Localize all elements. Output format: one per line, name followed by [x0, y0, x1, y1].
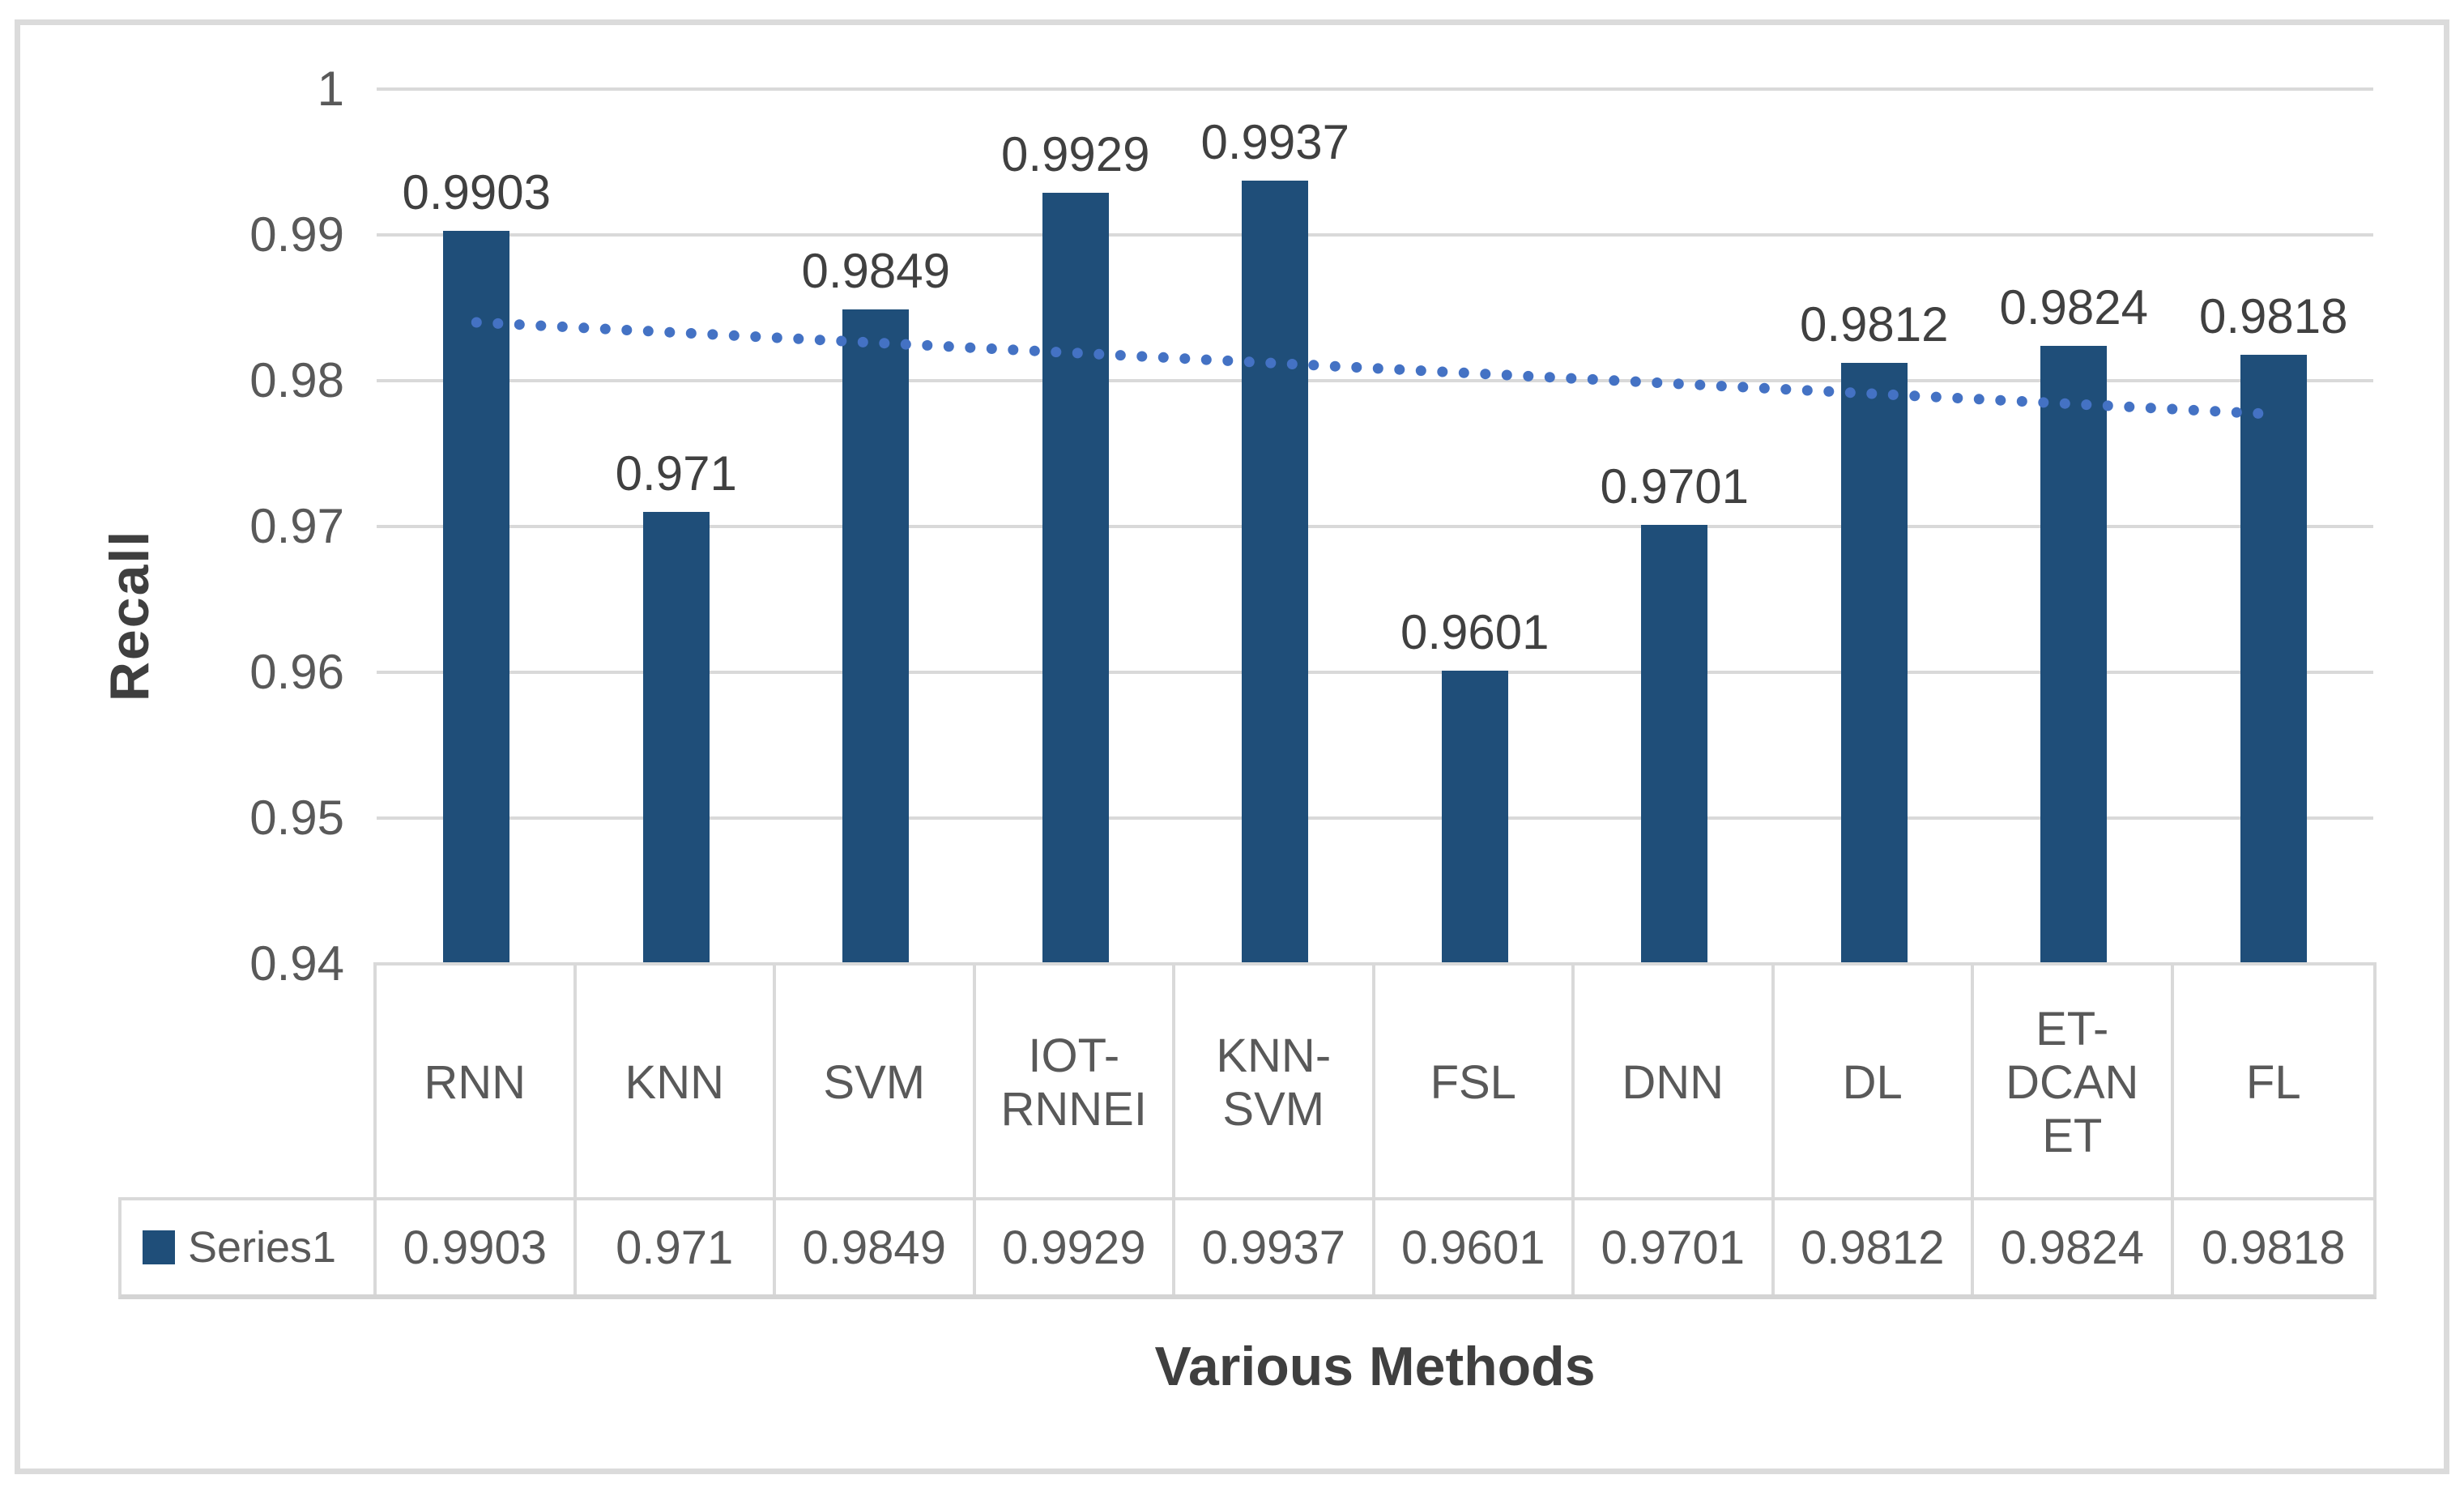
- y-tick-label: 0.99: [249, 207, 344, 262]
- bar: [642, 512, 710, 964]
- y-gridline: [377, 233, 2373, 237]
- category-cell-line: RNNEI: [1000, 1083, 1147, 1136]
- bar-value-label: 0.9818: [2198, 288, 2348, 343]
- category-cell-line: ET-: [2036, 1003, 2109, 1055]
- value-cell: 0.9812: [1775, 1200, 1974, 1294]
- value-cell: 0.971: [577, 1200, 776, 1294]
- category-cell: KNN- SVM: [1175, 966, 1375, 1200]
- bar-value-label: 0.9849: [801, 243, 950, 298]
- category-cell: SVM: [776, 966, 976, 1200]
- bar-value-label: 0.9812: [1799, 297, 1949, 352]
- category-cell-line: KNN: [625, 1056, 724, 1109]
- category-cell-line: DNN: [1622, 1056, 1724, 1109]
- bar: [1242, 181, 1309, 964]
- y-tick-label: 0.95: [249, 791, 344, 845]
- category-cell-line: IOT-: [1028, 1029, 1120, 1082]
- category-cell: IOT- RNNEI: [976, 966, 1175, 1200]
- bar: [842, 309, 910, 964]
- legend-color-swatch-icon: [143, 1230, 175, 1264]
- category-cell-line: SVM: [1222, 1083, 1325, 1136]
- category-cell: FSL: [1375, 966, 1575, 1200]
- category-cell: DL: [1775, 966, 1974, 1200]
- category-cell: RNN: [377, 966, 577, 1200]
- category-cell-line: DCAN: [2006, 1056, 2139, 1109]
- legend-series-label: Series1: [188, 1223, 337, 1272]
- y-gridline: [377, 816, 2373, 820]
- bar-value-label: 0.9929: [1000, 126, 1150, 181]
- data-table-values-row: Series1 0.9903 0.971 0.9849 0.9929 0.9937 0.9…: [118, 1197, 2377, 1299]
- bar-value-label: 0.9824: [1999, 279, 2148, 335]
- value-cell: 0.9601: [1375, 1200, 1575, 1294]
- bar-value-label: 0.9937: [1200, 115, 1349, 170]
- bar: [1840, 363, 1908, 964]
- y-gridline: [377, 379, 2373, 382]
- category-header-row: RNN KNN SVM IOT- RNNEI KNN- SVM FSL DNN DL ET- DCAN…: [373, 962, 2377, 1200]
- bar-value-label: 0.9701: [1600, 459, 1749, 514]
- category-cell-line: DL: [1842, 1056, 1903, 1109]
- category-cell-line: KNN-: [1216, 1029, 1332, 1082]
- category-cell-line: FL: [2245, 1056, 2301, 1109]
- category-cell-line: FSL: [1430, 1056, 1516, 1109]
- category-cell: DNN: [1575, 966, 1775, 1200]
- category-cell-line: SVM: [823, 1056, 926, 1109]
- bar: [443, 230, 510, 964]
- bar-value-label: 0.9903: [402, 164, 551, 220]
- value-cell: 0.9824: [1974, 1200, 2174, 1294]
- category-cell-line: ET: [2042, 1110, 2103, 1162]
- category-cell: KNN: [577, 966, 776, 1200]
- x-axis-title: Various Methods: [1154, 1336, 1596, 1397]
- y-tick-label: 0.98: [249, 353, 344, 407]
- bar: [1441, 671, 1508, 964]
- y-tick-label: 0.94: [249, 936, 344, 991]
- bar: [1641, 525, 1708, 964]
- category-cell: ET- DCAN ET: [1974, 966, 2174, 1200]
- bar: [2240, 354, 2307, 964]
- value-cell: 0.9903: [377, 1200, 577, 1294]
- y-gridline: [377, 671, 2373, 674]
- category-cell-line: RNN: [424, 1056, 526, 1109]
- value-cell: 0.9937: [1175, 1200, 1375, 1294]
- y-tick-label: 1: [317, 62, 344, 116]
- y-gridline: [377, 87, 2373, 91]
- value-cell: 0.9849: [776, 1200, 976, 1294]
- value-cell: 0.9701: [1575, 1200, 1775, 1294]
- value-cell: 0.9929: [976, 1200, 1175, 1294]
- y-tick-label: 0.96: [249, 645, 344, 699]
- y-gridline: [377, 525, 2373, 528]
- bar: [2040, 345, 2108, 964]
- bar-value-label: 0.9601: [1400, 605, 1550, 660]
- value-cell: 0.9818: [2202, 1221, 2346, 1274]
- y-tick-label: 0.97: [249, 499, 344, 553]
- legend-cell: Series1: [121, 1200, 377, 1294]
- category-cell: FL: [2174, 966, 2374, 1200]
- bar-value-label: 0.971: [615, 446, 737, 501]
- bar: [1042, 192, 1109, 964]
